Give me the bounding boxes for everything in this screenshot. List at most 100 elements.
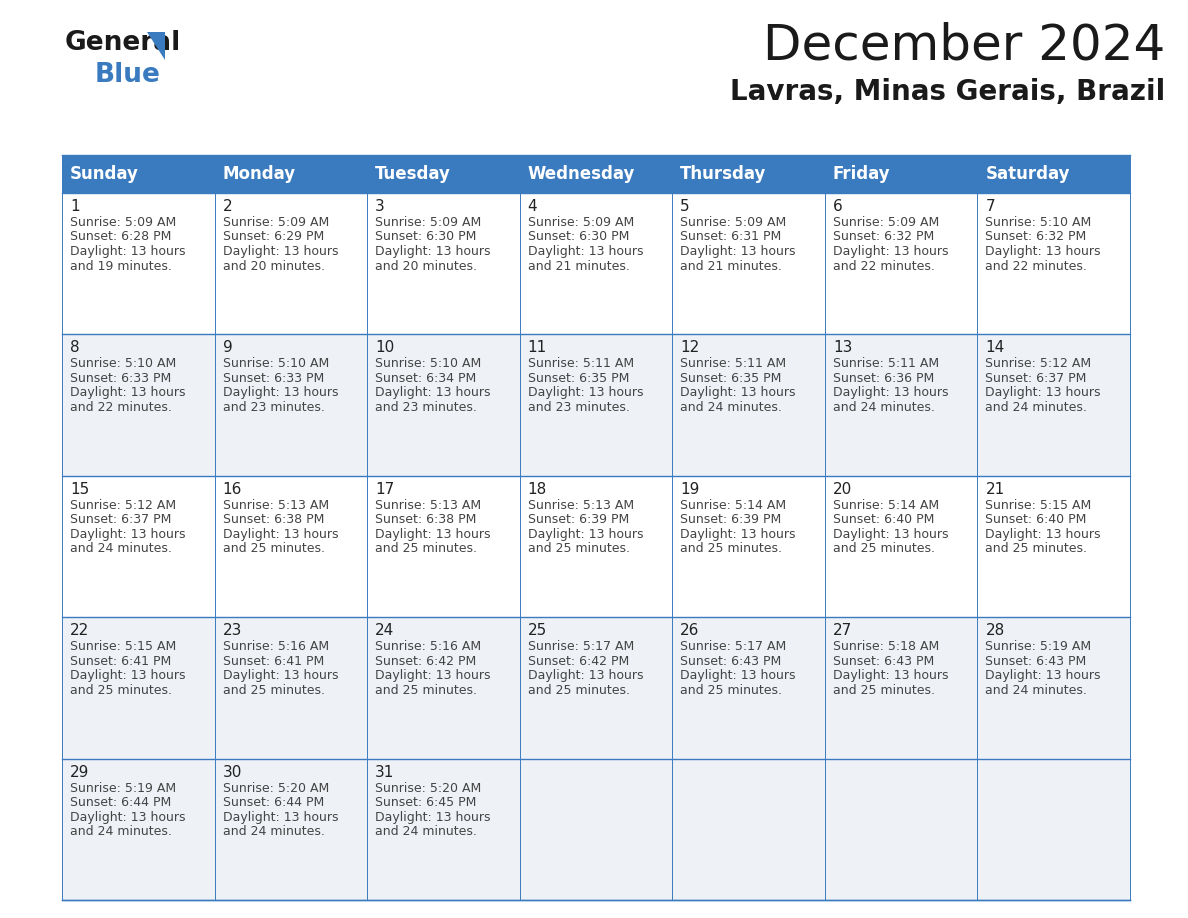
- Text: Sunrise: 5:20 AM: Sunrise: 5:20 AM: [375, 781, 481, 795]
- Text: Daylight: 13 hours: Daylight: 13 hours: [681, 386, 796, 399]
- Text: 28: 28: [985, 623, 1005, 638]
- Text: and 24 minutes.: and 24 minutes.: [681, 401, 782, 414]
- Text: and 24 minutes.: and 24 minutes.: [833, 401, 935, 414]
- Text: Daylight: 13 hours: Daylight: 13 hours: [833, 245, 948, 258]
- Text: and 24 minutes.: and 24 minutes.: [985, 684, 1087, 697]
- Text: and 25 minutes.: and 25 minutes.: [375, 543, 478, 555]
- Bar: [519, 155, 672, 193]
- Text: Sunset: 6:42 PM: Sunset: 6:42 PM: [375, 655, 476, 667]
- Bar: [62, 334, 215, 476]
- Text: Daylight: 13 hours: Daylight: 13 hours: [70, 811, 185, 823]
- Text: 25: 25: [527, 623, 546, 638]
- Text: and 25 minutes.: and 25 minutes.: [222, 543, 324, 555]
- Text: 15: 15: [70, 482, 89, 497]
- Text: Sunrise: 5:20 AM: Sunrise: 5:20 AM: [222, 781, 329, 795]
- Text: Sunset: 6:40 PM: Sunset: 6:40 PM: [985, 513, 1087, 526]
- Text: Sunset: 6:43 PM: Sunset: 6:43 PM: [833, 655, 934, 667]
- Text: Daylight: 13 hours: Daylight: 13 hours: [681, 669, 796, 682]
- Text: Daylight: 13 hours: Daylight: 13 hours: [833, 669, 948, 682]
- Text: Thursday: Thursday: [681, 165, 766, 183]
- Text: 3: 3: [375, 199, 385, 214]
- Text: 14: 14: [985, 341, 1005, 355]
- Text: and 25 minutes.: and 25 minutes.: [681, 543, 782, 555]
- Text: Sunrise: 5:14 AM: Sunrise: 5:14 AM: [833, 498, 939, 512]
- Text: Sunrise: 5:13 AM: Sunrise: 5:13 AM: [222, 498, 329, 512]
- Text: and 24 minutes.: and 24 minutes.: [985, 401, 1087, 414]
- Text: 6: 6: [833, 199, 842, 214]
- Bar: [672, 758, 824, 900]
- Text: and 19 minutes.: and 19 minutes.: [70, 260, 172, 273]
- Bar: [824, 334, 978, 476]
- Text: Daylight: 13 hours: Daylight: 13 hours: [375, 245, 491, 258]
- Bar: [367, 476, 519, 617]
- Text: 18: 18: [527, 482, 546, 497]
- Text: 21: 21: [985, 482, 1005, 497]
- Text: Daylight: 13 hours: Daylight: 13 hours: [70, 245, 185, 258]
- Text: Sunset: 6:39 PM: Sunset: 6:39 PM: [527, 513, 628, 526]
- Text: and 25 minutes.: and 25 minutes.: [527, 543, 630, 555]
- Bar: [672, 617, 824, 758]
- Bar: [367, 155, 519, 193]
- Text: Sunrise: 5:10 AM: Sunrise: 5:10 AM: [375, 357, 481, 370]
- Text: and 25 minutes.: and 25 minutes.: [681, 684, 782, 697]
- Text: and 22 minutes.: and 22 minutes.: [985, 260, 1087, 273]
- Bar: [367, 334, 519, 476]
- Text: Saturday: Saturday: [985, 165, 1070, 183]
- Bar: [978, 758, 1130, 900]
- Bar: [824, 758, 978, 900]
- Text: and 25 minutes.: and 25 minutes.: [222, 684, 324, 697]
- Text: 5: 5: [681, 199, 690, 214]
- Text: and 21 minutes.: and 21 minutes.: [527, 260, 630, 273]
- Bar: [978, 617, 1130, 758]
- Text: 16: 16: [222, 482, 242, 497]
- Text: Sunrise: 5:09 AM: Sunrise: 5:09 AM: [527, 216, 634, 229]
- Text: Sunset: 6:44 PM: Sunset: 6:44 PM: [70, 796, 171, 809]
- Bar: [62, 193, 215, 334]
- Bar: [978, 193, 1130, 334]
- Bar: [215, 155, 367, 193]
- Text: Sunrise: 5:11 AM: Sunrise: 5:11 AM: [527, 357, 634, 370]
- Text: Sunrise: 5:19 AM: Sunrise: 5:19 AM: [70, 781, 176, 795]
- Text: Sunrise: 5:15 AM: Sunrise: 5:15 AM: [70, 640, 176, 654]
- Text: Sunrise: 5:09 AM: Sunrise: 5:09 AM: [833, 216, 939, 229]
- Text: Daylight: 13 hours: Daylight: 13 hours: [985, 386, 1101, 399]
- Text: Sunset: 6:32 PM: Sunset: 6:32 PM: [985, 230, 1087, 243]
- Text: Sunset: 6:39 PM: Sunset: 6:39 PM: [681, 513, 782, 526]
- Text: and 23 minutes.: and 23 minutes.: [375, 401, 478, 414]
- Text: Sunrise: 5:17 AM: Sunrise: 5:17 AM: [527, 640, 634, 654]
- Text: Daylight: 13 hours: Daylight: 13 hours: [833, 528, 948, 541]
- Text: Sunset: 6:43 PM: Sunset: 6:43 PM: [985, 655, 1087, 667]
- Text: Friday: Friday: [833, 165, 891, 183]
- Text: Daylight: 13 hours: Daylight: 13 hours: [222, 669, 339, 682]
- Text: 9: 9: [222, 341, 233, 355]
- Text: Sunset: 6:44 PM: Sunset: 6:44 PM: [222, 796, 324, 809]
- Bar: [62, 758, 215, 900]
- Text: 1: 1: [70, 199, 80, 214]
- Bar: [978, 155, 1130, 193]
- Text: and 22 minutes.: and 22 minutes.: [70, 401, 172, 414]
- Text: Sunrise: 5:11 AM: Sunrise: 5:11 AM: [681, 357, 786, 370]
- Text: Sunset: 6:30 PM: Sunset: 6:30 PM: [375, 230, 476, 243]
- Text: Sunset: 6:38 PM: Sunset: 6:38 PM: [375, 513, 476, 526]
- Text: 30: 30: [222, 765, 242, 779]
- Text: Sunset: 6:35 PM: Sunset: 6:35 PM: [527, 372, 630, 385]
- Text: and 22 minutes.: and 22 minutes.: [833, 260, 935, 273]
- Text: Sunrise: 5:12 AM: Sunrise: 5:12 AM: [70, 498, 176, 512]
- Text: Sunset: 6:41 PM: Sunset: 6:41 PM: [70, 655, 171, 667]
- Text: Tuesday: Tuesday: [375, 165, 451, 183]
- Text: 19: 19: [681, 482, 700, 497]
- Bar: [367, 758, 519, 900]
- Text: Sunrise: 5:09 AM: Sunrise: 5:09 AM: [70, 216, 176, 229]
- Text: Sunrise: 5:10 AM: Sunrise: 5:10 AM: [985, 216, 1092, 229]
- Text: and 21 minutes.: and 21 minutes.: [681, 260, 782, 273]
- Bar: [672, 476, 824, 617]
- Text: and 25 minutes.: and 25 minutes.: [527, 684, 630, 697]
- Text: 24: 24: [375, 623, 394, 638]
- Bar: [367, 193, 519, 334]
- Text: December 2024: December 2024: [763, 22, 1165, 70]
- Bar: [519, 476, 672, 617]
- Text: Sunrise: 5:16 AM: Sunrise: 5:16 AM: [222, 640, 329, 654]
- Text: and 25 minutes.: and 25 minutes.: [833, 543, 935, 555]
- Bar: [519, 334, 672, 476]
- Text: Sunset: 6:43 PM: Sunset: 6:43 PM: [681, 655, 782, 667]
